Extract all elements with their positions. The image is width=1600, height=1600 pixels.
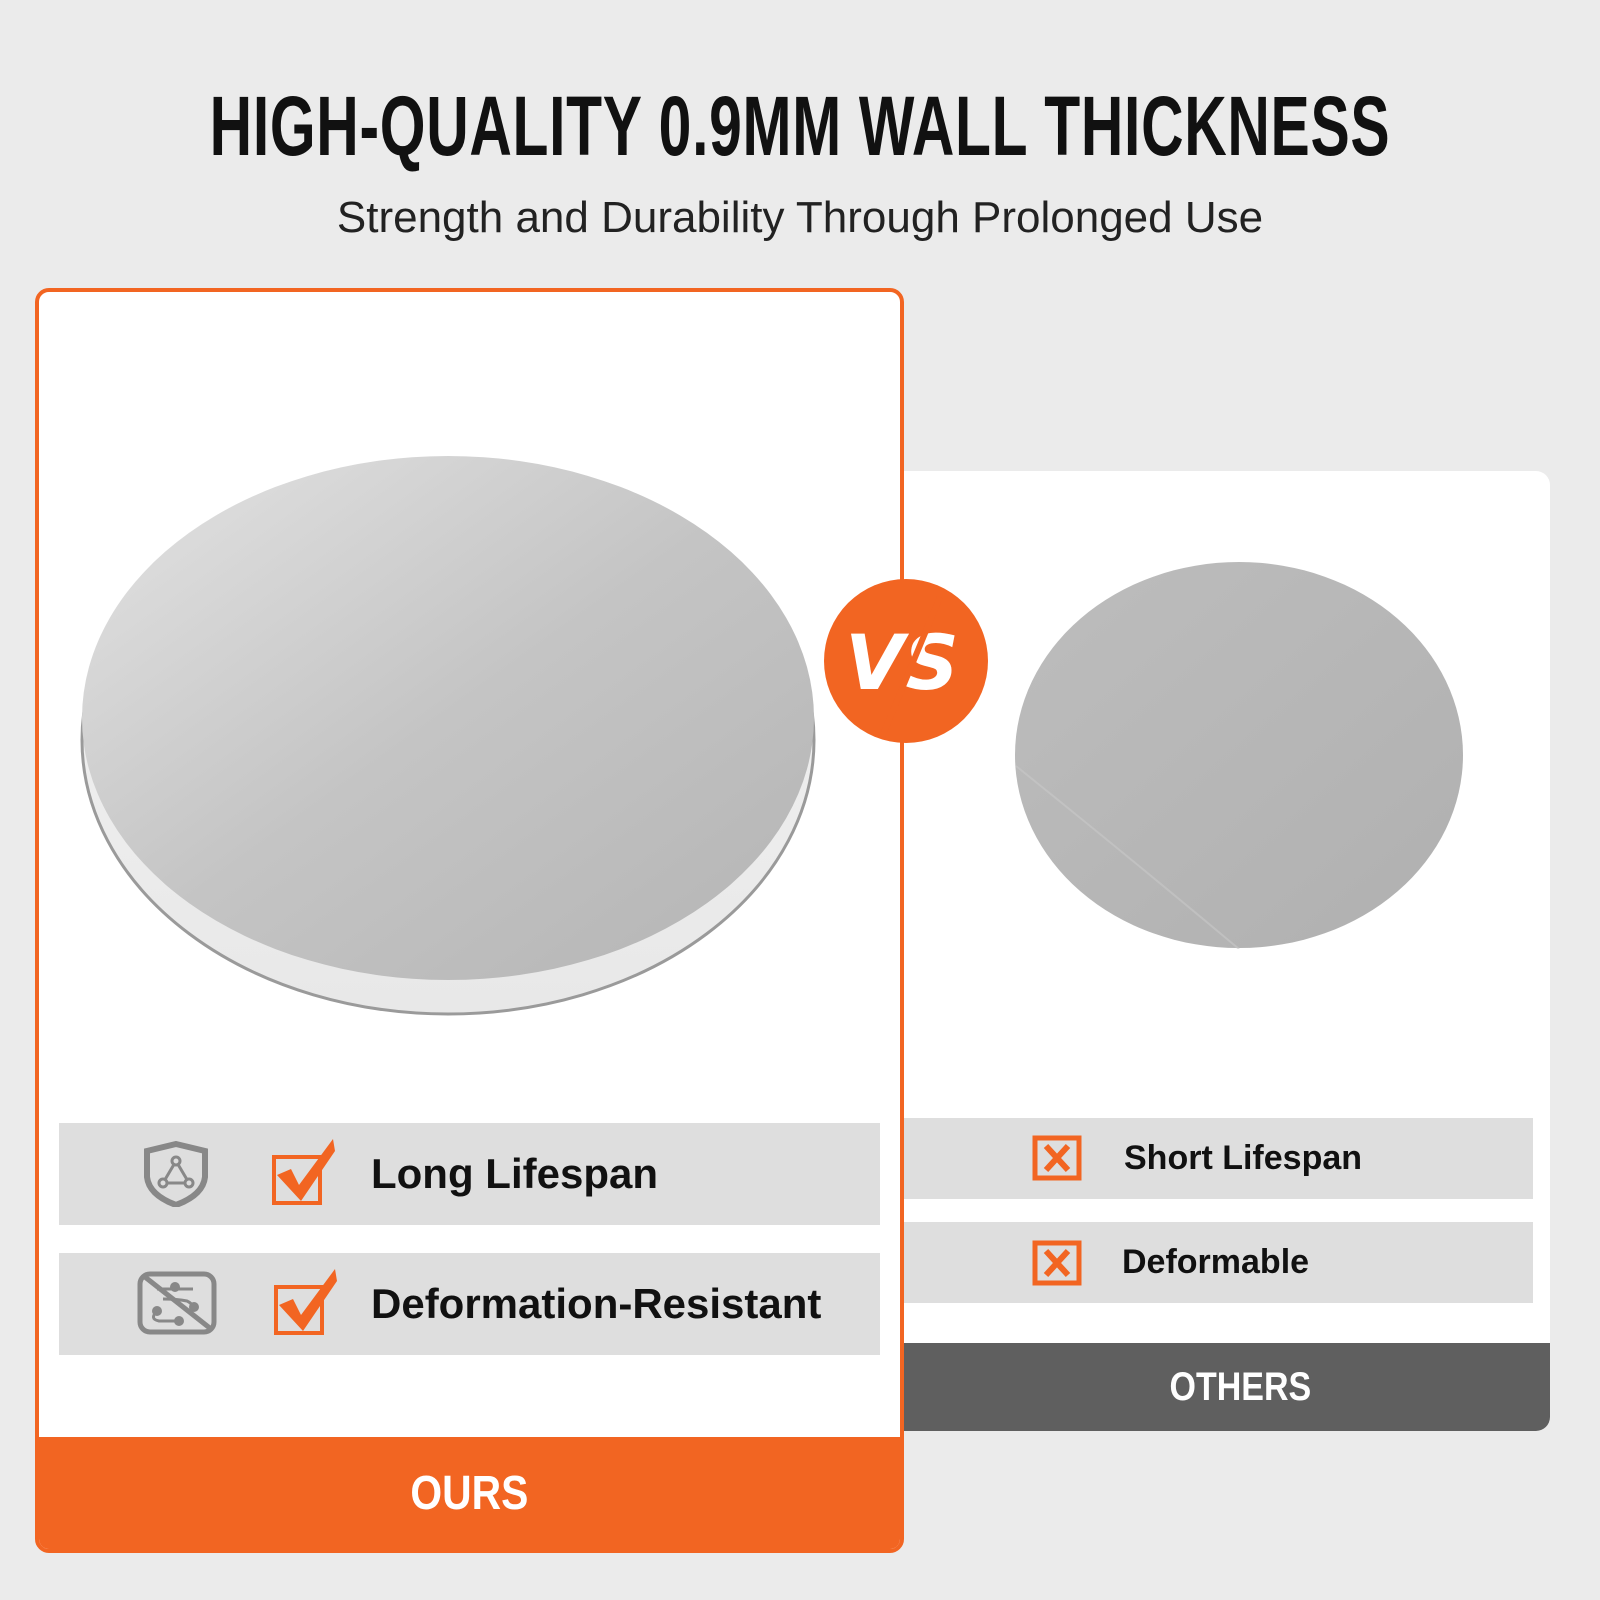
shield-icon <box>144 1141 208 1207</box>
page-subtitle: Strength and Durability Through Prolonge… <box>336 193 1264 242</box>
check-icon <box>274 1269 337 1335</box>
x-box-icon <box>1032 1135 1082 1181</box>
ours-feature-label: Long Lifespan <box>371 1150 658 1197</box>
no-deform-icon <box>137 1271 217 1335</box>
thin-lid-image <box>1015 562 1463 949</box>
others-feature-label: Short Lifespan <box>1124 1139 1363 1177</box>
others-label: OTHERS <box>1169 1364 1311 1409</box>
others-label-band: OTHERS <box>880 1343 1550 1431</box>
others-feature-row: Short Lifespan <box>904 1118 1533 1199</box>
ours-label-band: OURS <box>39 1437 900 1549</box>
check-icon <box>272 1139 335 1205</box>
page-title: HIGH-QUALITY 0.9MM WALL THICKNESS <box>209 79 1391 173</box>
ours-feature-row: Deformation-Resistant <box>59 1253 880 1355</box>
vs-badge: VS <box>824 579 988 743</box>
others-feature-row: Deformable <box>904 1222 1533 1303</box>
ours-label: OURS <box>410 1466 529 1520</box>
ours-feature-row: Long Lifespan <box>59 1123 880 1225</box>
others-feature-label: Deformable <box>1122 1243 1310 1281</box>
x-box-icon <box>1032 1240 1082 1286</box>
ours-feature-label: Deformation-Resistant <box>371 1280 822 1327</box>
thick-lid-image <box>80 456 816 1016</box>
